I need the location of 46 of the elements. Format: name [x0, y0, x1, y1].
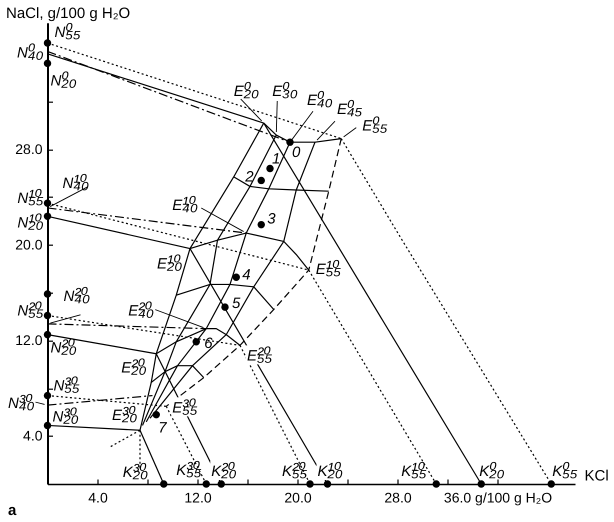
annotation: 3 — [267, 210, 276, 228]
annotation: 2 — [244, 168, 254, 186]
annotation: N₅₅⁰ — [54, 21, 81, 42]
annotation: N₄₀¹⁰ — [62, 172, 89, 193]
annotation: N₂₀⁰ — [50, 69, 77, 90]
annotation: 0 — [292, 144, 301, 162]
annotation: E₂₀¹⁰ — [157, 252, 182, 274]
annotation: E₄₅⁰ — [337, 98, 363, 120]
annotation: K₂₀⁰ — [479, 460, 505, 481]
annotation: N₂₀³⁰ — [52, 405, 79, 426]
x-tick-label: 20.0 — [284, 490, 312, 506]
annotation: E₄₀⁰ — [307, 89, 333, 110]
annotation: E₄₀¹⁰ — [172, 194, 198, 216]
x-tick-label: 36.0 g/100 g H₂O — [444, 490, 552, 506]
annotation: E₅₅³⁰ — [172, 396, 198, 418]
annotation: N₄₀⁰ — [17, 41, 44, 62]
y-tick-label: 20.0 — [15, 236, 43, 252]
annotation: E₄₀²⁰ — [128, 300, 154, 321]
annotation: N₂₀¹⁰ — [17, 211, 44, 232]
annotation: E₂₀³⁰ — [112, 404, 138, 426]
x-axis-title: KCl — [584, 468, 609, 484]
annotation: 7 — [158, 420, 168, 437]
annotation: E₂₀²⁰ — [121, 356, 147, 378]
annotation: E₅₅⁰ — [362, 114, 388, 136]
x-tick-label: 28.0 — [384, 490, 412, 506]
annotation: K₂₀²⁰ — [211, 460, 237, 481]
y-axis-title: NaCl, g/100 g H₂O — [6, 5, 130, 22]
annotation: N₄₀²⁰ — [64, 284, 90, 306]
x-tick-label: 4.0 — [88, 490, 108, 506]
y-tick-label: 12.0 — [15, 332, 43, 348]
annotation: N₄₀³⁰ — [8, 392, 34, 414]
annotation: E₅₅²⁰ — [247, 344, 273, 366]
annotation: K₅₅⁰ — [552, 460, 578, 481]
annotation: K₂₀¹⁰ — [318, 460, 343, 481]
annotation: N₅₅²⁰ — [17, 299, 44, 320]
annotation: E₂₀⁰ — [234, 80, 260, 102]
annotation: 6 — [204, 334, 214, 352]
x-tick-label: 12.0 — [184, 490, 212, 506]
annotation: 5 — [232, 295, 241, 312]
y-tick-label: 28.0 — [15, 140, 43, 157]
y-tick-label: 4.0 — [23, 428, 43, 444]
text: a — [8, 502, 17, 519]
annotation: E₃₀⁰ — [272, 80, 298, 102]
annotation: 1 — [272, 150, 280, 168]
annotation: 4 — [242, 266, 251, 284]
annotation: N₅₅³⁰ — [54, 374, 80, 396]
